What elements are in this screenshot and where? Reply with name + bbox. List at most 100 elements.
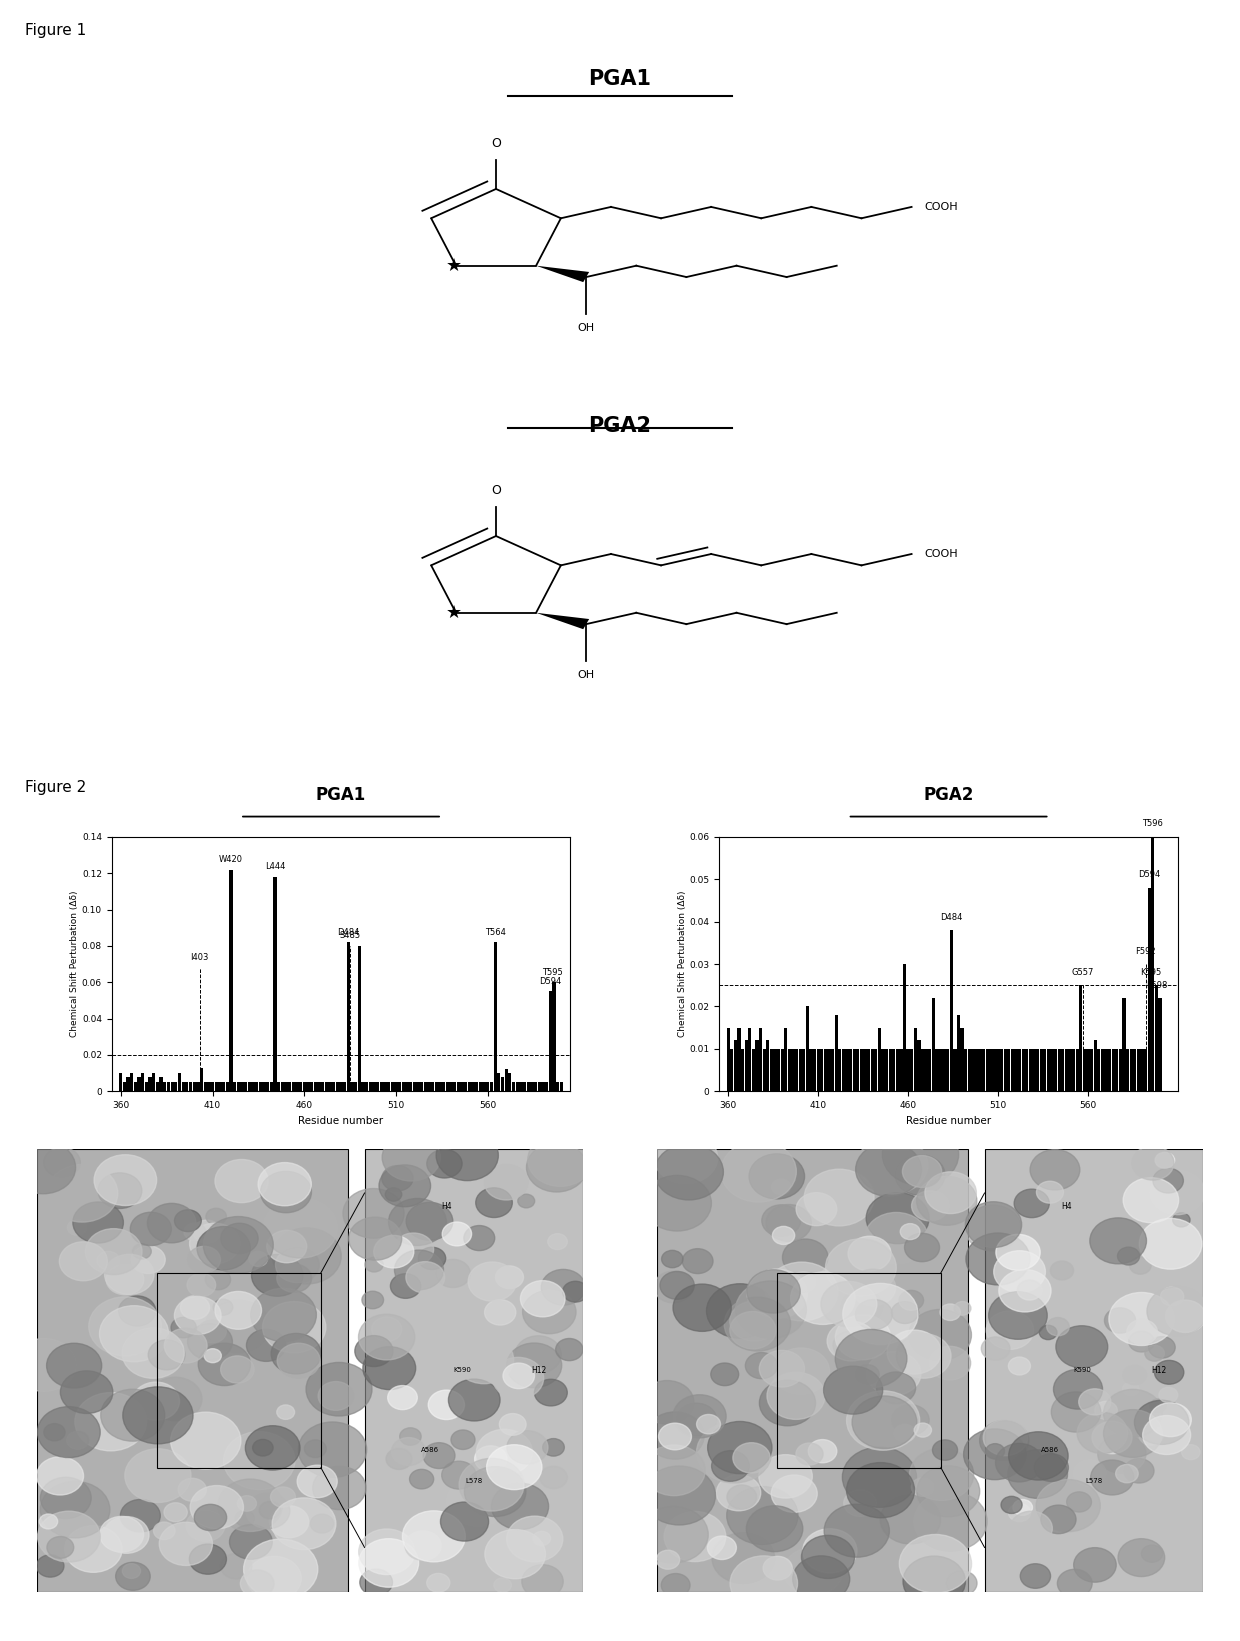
Circle shape (130, 1329, 165, 1357)
Text: K598: K598 (1146, 981, 1167, 990)
Circle shape (847, 1392, 920, 1451)
Circle shape (99, 1516, 144, 1552)
Circle shape (190, 1485, 243, 1529)
Circle shape (662, 1250, 683, 1268)
Circle shape (133, 1382, 180, 1419)
Text: D594: D594 (539, 976, 562, 986)
Circle shape (1091, 1460, 1133, 1495)
Bar (432, 1081, 434, 1091)
Bar (467, 1081, 471, 1091)
Circle shape (903, 1556, 966, 1607)
Circle shape (213, 1300, 233, 1314)
Bar (986, 1049, 990, 1091)
Circle shape (986, 1311, 1034, 1349)
Circle shape (195, 1505, 227, 1531)
Bar (1054, 1049, 1058, 1091)
Bar (921, 1049, 924, 1091)
Circle shape (391, 1273, 420, 1298)
Bar (734, 1040, 737, 1091)
Circle shape (149, 1339, 185, 1370)
Bar (777, 1049, 780, 1091)
Circle shape (1154, 1360, 1184, 1385)
Bar (402, 1081, 405, 1091)
Circle shape (986, 1444, 1004, 1459)
Circle shape (864, 1213, 928, 1264)
Circle shape (697, 1421, 771, 1483)
Bar (303, 1081, 306, 1091)
Bar (538, 1081, 541, 1091)
Circle shape (269, 1506, 309, 1538)
Bar (849, 1049, 852, 1091)
Circle shape (749, 1154, 805, 1200)
Bar (957, 1014, 960, 1091)
Bar (838, 1049, 842, 1091)
Circle shape (184, 1223, 206, 1241)
Circle shape (198, 1344, 250, 1385)
Circle shape (443, 1223, 471, 1246)
Bar (1039, 1049, 1043, 1091)
Circle shape (1052, 1392, 1101, 1433)
Bar (394, 1081, 398, 1091)
Circle shape (916, 1465, 980, 1516)
Circle shape (104, 1516, 149, 1554)
Circle shape (11, 1140, 76, 1193)
Circle shape (197, 1226, 250, 1270)
Bar (501, 1076, 505, 1091)
Circle shape (856, 1142, 921, 1196)
Circle shape (476, 1188, 512, 1218)
Bar (925, 1049, 928, 1091)
Bar (314, 1081, 317, 1091)
Circle shape (107, 1264, 144, 1295)
Circle shape (727, 1487, 799, 1544)
Bar (317, 1081, 321, 1091)
Circle shape (392, 1438, 425, 1465)
Circle shape (796, 1442, 823, 1465)
Bar (842, 1049, 844, 1091)
Circle shape (673, 1283, 732, 1331)
Bar (882, 1049, 884, 1091)
Bar (874, 1049, 878, 1091)
Circle shape (1078, 1413, 1127, 1454)
Bar (795, 1049, 799, 1091)
Circle shape (171, 1413, 241, 1469)
Circle shape (263, 1301, 326, 1352)
Circle shape (1117, 1247, 1140, 1265)
Bar (1065, 1049, 1068, 1091)
Circle shape (496, 1265, 523, 1288)
Circle shape (215, 1291, 262, 1329)
Bar (439, 1081, 441, 1091)
Bar (241, 1081, 243, 1091)
Bar (1073, 1049, 1075, 1091)
Circle shape (41, 1482, 110, 1538)
Circle shape (796, 1193, 837, 1226)
Circle shape (646, 1411, 704, 1459)
Circle shape (771, 1180, 791, 1195)
X-axis label: Residue number: Residue number (906, 1116, 991, 1126)
Bar (177, 1073, 181, 1091)
Circle shape (954, 1301, 971, 1314)
Circle shape (454, 1336, 513, 1383)
Bar (417, 1081, 419, 1091)
Circle shape (365, 1257, 383, 1272)
Bar (1058, 1049, 1061, 1091)
Circle shape (99, 1306, 169, 1362)
Bar (361, 1081, 365, 1091)
Bar (1083, 1049, 1086, 1091)
Bar (928, 1049, 931, 1091)
Circle shape (500, 1413, 526, 1436)
Circle shape (1008, 1431, 1068, 1480)
Text: D484: D484 (940, 912, 962, 922)
Bar (203, 1081, 207, 1091)
Circle shape (733, 1442, 770, 1474)
Circle shape (892, 1405, 929, 1436)
Circle shape (491, 1483, 548, 1529)
Bar (556, 1081, 559, 1091)
Circle shape (449, 1378, 500, 1421)
Bar (823, 1049, 827, 1091)
Circle shape (503, 1364, 534, 1388)
Bar (935, 1049, 939, 1091)
Bar (827, 1049, 831, 1091)
Circle shape (897, 1334, 951, 1378)
Circle shape (724, 1296, 791, 1351)
Circle shape (197, 1175, 247, 1214)
